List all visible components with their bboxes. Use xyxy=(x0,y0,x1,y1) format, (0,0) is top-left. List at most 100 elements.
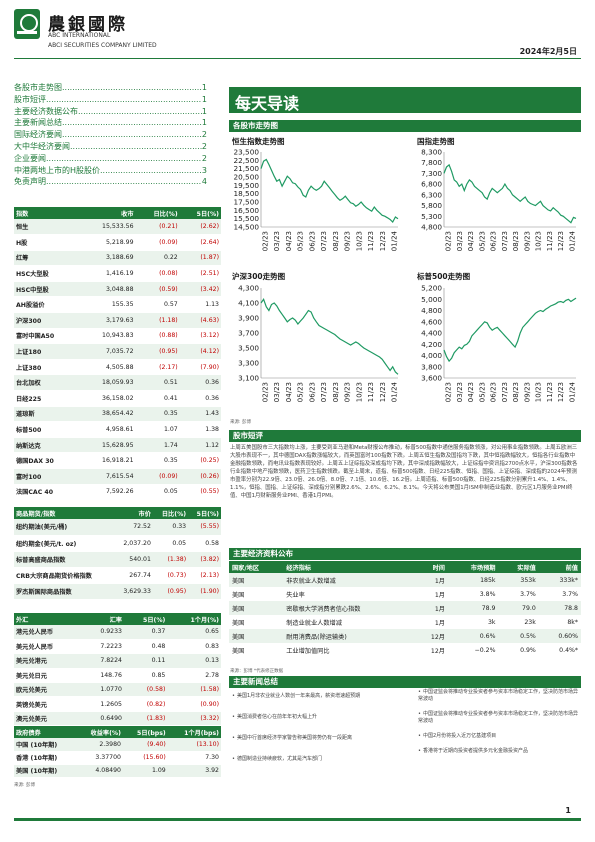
y-tick-label: 8,300 xyxy=(421,148,442,157)
table-cell: HSC中型股 xyxy=(14,281,80,298)
table-header-cell: 市价 xyxy=(113,507,153,519)
table-row: 美元兑港元 7.8224 0.11 0.13 xyxy=(14,653,221,669)
table-header-cell: 汇率 xyxy=(81,613,124,625)
y-tick-label: 20,500 xyxy=(233,173,259,182)
table-cell: (0.09) xyxy=(135,468,180,485)
table-row: 日经225 36,158.02 0.41 0.36 xyxy=(14,390,221,407)
table-cell: 0.35 xyxy=(135,406,180,423)
toc-page: 2 xyxy=(201,130,207,140)
econ-cell: 3.7% xyxy=(520,590,536,598)
table-cell: (3.12) xyxy=(179,328,221,345)
x-tick-label: 09/23 xyxy=(344,231,352,251)
table-row: 上证380 4,505.88 (2.17) (7.90) xyxy=(14,359,221,376)
series-line xyxy=(260,158,399,223)
table-row: 欧元兑美元 1.0770 (0.58) (1.58) xyxy=(14,682,221,698)
table-cell: (2.64) xyxy=(179,234,221,251)
table-cell: 标普高盛商品指数 xyxy=(14,551,114,568)
table-row: 中国 (10年期) 2.3980 (9.40) (13.10) xyxy=(14,738,221,752)
table-cell: 0.51 xyxy=(135,374,180,392)
table-cell: 罗杰斯国际商品指数 xyxy=(14,583,114,600)
table-cell: 15,628.95 xyxy=(79,437,136,454)
table-cell: 36,158.02 xyxy=(79,390,136,407)
table-cell: (3.42) xyxy=(179,281,221,298)
econ-cell: 0.5% xyxy=(498,629,539,643)
toc-item[interactable]: 各股市走势图 1 xyxy=(14,82,207,94)
y-tick-label: 5,200 xyxy=(421,284,442,293)
table-cell: 3,629.33 xyxy=(113,583,153,600)
econ-cell: 1月 xyxy=(434,619,445,627)
econ-section-title: 主要经济资料公布 xyxy=(229,548,581,560)
toc-page: 3 xyxy=(201,165,207,175)
table-header-cell: 5日(%) xyxy=(188,507,221,519)
table-row: 标普500 4,958.61 1.07 1.38 xyxy=(14,421,221,438)
series-line xyxy=(443,297,577,363)
table-header-cell: 外汇 xyxy=(14,613,82,625)
table-header-cell: 5日(%) xyxy=(123,613,168,625)
table-cell: 10,943.83 xyxy=(79,328,136,345)
table-row: 香港 (10年期) 3.37700 (15.60) 7.30 xyxy=(14,751,221,765)
toc-page: 1 xyxy=(201,94,207,104)
table-cell: 148.76 xyxy=(81,668,124,684)
table-of-contents: 各股市走势图1股市短评1主要经济数据公布1主要新闻总结1国际经济要闻2大中华经济… xyxy=(14,82,207,188)
table-cell: 7,592.26 xyxy=(79,484,136,501)
toc-item[interactable]: 国际经济要闻 2 xyxy=(14,129,207,141)
index-table: 指数 收市 日比(%) 5日(%) 恒生 15,533.56 (0.21) (2.62) H股 5… xyxy=(14,207,221,501)
news-section-title: 主要新闻总结 xyxy=(229,676,581,688)
toc-label: 国际经济要闻 xyxy=(14,130,62,140)
x-tick-label: 08/23 xyxy=(512,231,520,251)
table-cell: 4.08490 xyxy=(75,764,123,778)
table-row: 红筹 3,188.69 0.22 (1.87) xyxy=(14,250,221,267)
table-row: 纳斯达克 15,628.95 1.74 1.12 xyxy=(14,437,221,454)
table-cell: 5,218.99 xyxy=(79,234,136,251)
toc-item[interactable]: 企业要闻 2 xyxy=(14,153,207,165)
table-cell: 7.8224 xyxy=(81,653,124,669)
y-tick-label: 4,800 xyxy=(421,223,442,232)
y-tick-label: 3,800 xyxy=(421,362,442,371)
table-row: 标普高盛商品指数 540.01 (1.38) (3.82) xyxy=(14,551,221,568)
x-tick-label: 07/23 xyxy=(501,231,509,251)
table-cell: 0.65 xyxy=(167,625,221,640)
x-tick-label: 03/23 xyxy=(273,231,281,251)
table-cell: 2,037.20 xyxy=(113,535,153,552)
x-tick-label: 05/23 xyxy=(297,231,305,251)
x-tick-label: 02/23 xyxy=(262,382,270,402)
toc-item[interactable]: 主要新闻总结 1 xyxy=(14,117,207,129)
brand-name-cn: 農銀國際 xyxy=(48,15,128,35)
econ-header-cell: 经济指标 xyxy=(283,561,416,573)
table-cell: 0.13 xyxy=(167,653,221,669)
econ-header-cell: 前值 xyxy=(538,561,581,573)
toc-label: 各股市走势图 xyxy=(14,83,62,92)
y-tick-label: 3,700 xyxy=(238,329,259,338)
toc-item[interactable]: 大中华经济要闻 2 xyxy=(14,141,207,153)
x-tick-label: 11/23 xyxy=(546,382,554,402)
table-cell: (4.12) xyxy=(179,343,221,360)
x-tick-label: 08/23 xyxy=(512,382,520,402)
toc-page: 4 xyxy=(201,177,207,187)
table-cell: (1.58) xyxy=(167,682,221,698)
econ-header-cell: 实际值 xyxy=(498,561,539,573)
toc-label: 中港两地上市的H股股价 xyxy=(14,165,101,175)
series-line xyxy=(443,163,577,224)
x-tick-label: 12/23 xyxy=(379,231,387,251)
toc-label: 主要新闻总结 xyxy=(14,118,62,128)
table-cell: 540.01 xyxy=(113,551,153,568)
chart-title-hsi: 恒生指数走势图 xyxy=(232,137,285,146)
table-cell: 7,035.72 xyxy=(79,343,136,360)
toc-item[interactable]: 股市短评 1 xyxy=(14,94,207,106)
table-cell: 267.74 xyxy=(113,567,153,584)
toc-item[interactable]: 免责声明 4 xyxy=(14,176,207,188)
table-row: 法国CAC 40 7,592.26 0.05 (0.55) xyxy=(14,484,221,501)
toc-item[interactable]: 中港两地上市的H股股价 3 xyxy=(14,165,207,177)
table-cell: (4.63) xyxy=(179,312,221,329)
toc-item[interactable]: 主要经济数据公布 1 xyxy=(14,106,207,118)
table-cell: HSC大型股 xyxy=(14,265,80,282)
table-cell: 德国DAX 30 xyxy=(14,452,80,469)
table-header-cell: 日比(%) xyxy=(152,507,189,519)
table-row: 美元兑日元 148.76 0.85 2.78 xyxy=(14,668,221,684)
y-tick-label: 3,500 xyxy=(238,344,259,353)
table-cell: (0.26) xyxy=(179,468,221,485)
table-header-cell: 收益率(%) xyxy=(75,726,123,738)
toc-page: 1 xyxy=(201,83,207,92)
abc-logo-icon xyxy=(14,9,40,39)
